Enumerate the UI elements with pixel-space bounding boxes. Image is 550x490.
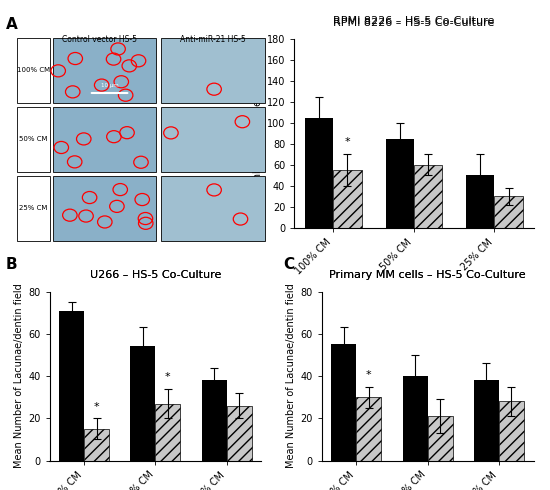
- Text: C: C: [283, 257, 294, 272]
- Bar: [474, 380, 499, 461]
- Text: 100% CM: 100% CM: [16, 67, 50, 74]
- Bar: [227, 406, 252, 461]
- Bar: [414, 165, 442, 228]
- Text: Anti-miR-21 HS-5: Anti-miR-21 HS-5: [180, 35, 246, 44]
- Y-axis label: Mean Number of Lacunae/dentin field: Mean Number of Lacunae/dentin field: [14, 284, 24, 468]
- Bar: [305, 118, 333, 228]
- Text: A: A: [6, 17, 17, 32]
- Text: Primary MM cells – HS-5 Co-Culture: Primary MM cells – HS-5 Co-Culture: [329, 270, 526, 280]
- Text: Control vector HS-5: Control vector HS-5: [62, 35, 137, 44]
- FancyBboxPatch shape: [161, 107, 265, 172]
- Bar: [84, 429, 109, 461]
- Bar: [466, 175, 494, 228]
- Bar: [331, 344, 356, 461]
- FancyBboxPatch shape: [53, 107, 156, 172]
- Y-axis label: Mean Number of Lacunae/dentin field: Mean Number of Lacunae/dentin field: [252, 41, 262, 226]
- Bar: [428, 416, 453, 461]
- Text: Primary MM cells – HS-5 Co-Culture: Primary MM cells – HS-5 Co-Culture: [329, 270, 526, 280]
- Bar: [333, 170, 361, 228]
- Text: U266 – HS-5 Co-Culture: U266 – HS-5 Co-Culture: [90, 270, 221, 280]
- Y-axis label: Mean Number of Lacunae/dentin field: Mean Number of Lacunae/dentin field: [286, 284, 296, 468]
- Text: 25% CM: 25% CM: [19, 205, 47, 211]
- Text: *: *: [94, 402, 100, 412]
- Text: *: *: [366, 370, 372, 380]
- FancyBboxPatch shape: [53, 176, 156, 241]
- Text: 10 μm: 10 μm: [101, 83, 118, 88]
- FancyBboxPatch shape: [53, 38, 156, 103]
- FancyBboxPatch shape: [16, 38, 50, 103]
- Bar: [130, 346, 155, 461]
- Bar: [202, 380, 227, 461]
- FancyBboxPatch shape: [16, 107, 50, 172]
- Text: *: *: [345, 137, 350, 147]
- FancyBboxPatch shape: [161, 176, 265, 241]
- Bar: [59, 311, 84, 461]
- Bar: [356, 397, 381, 461]
- Text: 50% CM: 50% CM: [19, 136, 47, 143]
- FancyBboxPatch shape: [161, 38, 265, 103]
- Bar: [156, 404, 180, 461]
- Bar: [499, 401, 524, 461]
- Text: RPMI 8226 – HS-5 Co-Culture: RPMI 8226 – HS-5 Co-Culture: [333, 16, 494, 26]
- Bar: [494, 196, 522, 228]
- Text: RPMI 8226 – HS-5 Co-Culture: RPMI 8226 – HS-5 Co-Culture: [333, 18, 494, 28]
- FancyBboxPatch shape: [16, 176, 50, 241]
- Bar: [403, 376, 428, 461]
- Text: *: *: [165, 372, 170, 382]
- Text: U266 – HS-5 Co-Culture: U266 – HS-5 Co-Culture: [90, 270, 221, 280]
- Bar: [386, 139, 414, 228]
- Text: B: B: [6, 257, 17, 272]
